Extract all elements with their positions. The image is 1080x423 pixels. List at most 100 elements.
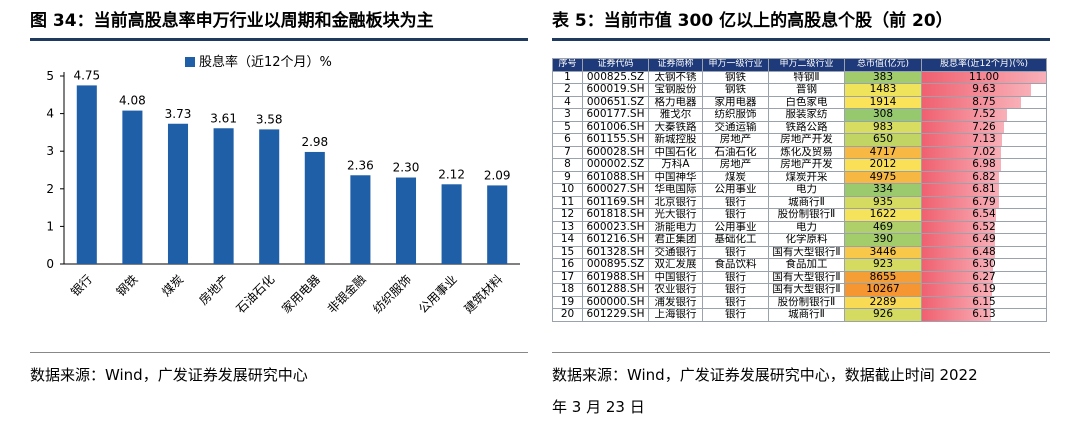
table-row: 19 600000.SH 浦发银行 银行 股份制银行Ⅱ 2289 6.15 — [552, 295, 1047, 309]
left-bottom-rule — [30, 352, 528, 353]
value-label: 2.09 — [484, 168, 511, 182]
yield-value: 6.30 — [972, 258, 996, 271]
market-cap-cell: 390 — [844, 233, 922, 247]
rank-cell: 10 — [552, 183, 583, 197]
yield-value: 6.19 — [972, 283, 996, 296]
industry-l1-cell: 家用电器 — [702, 95, 769, 109]
dividend-yield-bar-chart: 股息率（近12个月）% 0 1 2 3 4 5 4.75 4.08 3.73 3.61 3.58 2… — [46, 54, 520, 316]
market-cap-cell: 650 — [844, 133, 922, 147]
right-table-title: 表 5：当前市值 300 亿以上的高股息个股（前 20） — [552, 11, 953, 31]
rank-cell: 19 — [552, 295, 583, 309]
rank-cell: 17 — [552, 270, 583, 284]
industry-l1-cell: 银行 — [702, 195, 769, 209]
table-header-cell: 证券代码 — [582, 58, 649, 72]
category-label: 银行 — [68, 272, 95, 299]
industry-l1-cell: 公用事业 — [702, 220, 769, 234]
rank-cell: 20 — [552, 308, 583, 322]
industry-l1-cell: 钢铁 — [702, 70, 769, 84]
value-label: 2.98 — [301, 135, 328, 149]
table-header-cell: 股息率(近12个月)(%) — [921, 58, 1047, 72]
table-header-row: 序号 证券代码 证券简称 申万一级行业 申万二级行业 总市值(亿元) 股息率(近12个月)(… — [552, 58, 1047, 72]
industry-l2-cell: 化学原料 — [768, 233, 845, 247]
yield-data-bar — [922, 146, 1002, 158]
industry-l2-cell: 特钢Ⅱ — [768, 70, 845, 84]
dividend-yield-cell: 6.81 — [921, 183, 1047, 197]
industry-l2-cell: 城商行Ⅱ — [768, 195, 845, 209]
rank-cell: 3 — [552, 108, 583, 122]
high-dividend-stocks-table: 序号 证券代码 证券简称 申万一级行业 申万二级行业 总市值(亿元) 股息率(近12个月)(… — [552, 58, 1047, 322]
table-row: 20 601229.SH 上海银行 银行 城商行Ⅱ 926 6.13 — [552, 308, 1047, 322]
category-label: 钢铁 — [114, 272, 141, 299]
yield-data-bar — [922, 221, 996, 233]
bar-建筑材料 — [487, 185, 508, 264]
dividend-yield-cell: 6.48 — [921, 245, 1047, 259]
bar-家用电器 — [304, 151, 325, 264]
dividend-yield-cell: 9.63 — [921, 83, 1047, 97]
table-row: 18 601288.SH 农业银行 银行 国有大型银行Ⅱ 10267 6.19 — [552, 283, 1047, 297]
market-cap-cell: 8655 — [844, 270, 922, 284]
market-cap-cell: 3446 — [844, 245, 922, 259]
industry-l2-cell: 炼化及贸易 — [768, 145, 845, 159]
industry-l2-cell: 普钢 — [768, 83, 845, 97]
dividend-yield-cell: 6.52 — [921, 220, 1047, 234]
bar-公用事业 — [441, 184, 462, 264]
industry-l1-cell: 煤炭 — [702, 170, 769, 184]
yield-data-bar — [922, 296, 992, 308]
bar-煤炭 — [167, 123, 189, 264]
name-cell: 浦发银行 — [648, 295, 703, 309]
market-cap-cell: 4975 — [844, 170, 922, 184]
dividend-yield-cell: 7.13 — [921, 133, 1047, 147]
dividend-yield-cell: 11.00 — [921, 70, 1047, 84]
yield-data-bar — [922, 259, 994, 271]
code-cell: 601216.SH — [582, 233, 649, 247]
market-cap-cell: 923 — [844, 258, 922, 272]
name-cell: 雅戈尔 — [648, 108, 703, 122]
industry-l2-cell: 电力 — [768, 220, 845, 234]
yield-value: 8.75 — [972, 96, 996, 108]
dividend-yield-cell: 6.13 — [921, 308, 1047, 322]
industry-l1-cell: 基础化工 — [702, 233, 769, 247]
yield-data-bar — [922, 196, 999, 208]
rank-cell: 4 — [552, 95, 583, 109]
yield-data-bar — [922, 84, 1031, 96]
category-label: 房地产 — [196, 272, 232, 308]
table-row: 11 601169.SH 北京银行 银行 城商行Ⅱ 935 6.79 — [552, 195, 1047, 209]
code-cell: 600000.SH — [582, 295, 649, 309]
name-cell: 万科A — [648, 158, 703, 172]
yield-data-bar — [922, 246, 996, 258]
y-tick-label: 2 — [46, 182, 54, 196]
name-cell: 交通银行 — [648, 245, 703, 259]
code-cell: 000895.SZ — [582, 258, 649, 272]
industry-l1-cell: 食品饮料 — [702, 258, 769, 272]
rank-cell: 18 — [552, 283, 583, 297]
left-figure-title: 图 34：当前高股息率申万行业以周期和金融板块为主 — [30, 11, 434, 31]
legend-swatch — [185, 57, 195, 67]
name-cell: 君正集团 — [648, 233, 703, 247]
industry-l1-cell: 房地产 — [702, 133, 769, 147]
yield-value: 6.49 — [972, 233, 996, 246]
code-cell: 601006.SH — [582, 120, 649, 134]
name-cell: 大秦铁路 — [648, 120, 703, 134]
market-cap-cell: 1914 — [844, 95, 922, 109]
code-cell: 601818.SH — [582, 208, 649, 222]
yield-value: 6.52 — [972, 221, 996, 233]
name-cell: 太钢不锈 — [648, 70, 703, 84]
table-header-cell: 申万一级行业 — [702, 58, 769, 72]
industry-l1-cell: 银行 — [702, 208, 769, 222]
market-cap-cell: 1622 — [844, 208, 922, 222]
table-row: 12 601818.SH 光大银行 银行 股份制银行Ⅱ 1622 6.54 — [552, 208, 1047, 222]
y-tick-label: 0 — [46, 257, 54, 271]
dividend-yield-cell: 6.15 — [921, 295, 1047, 309]
name-cell: 中国银行 — [648, 270, 703, 284]
chart-bars — [76, 85, 508, 265]
table-row: 8 000002.SZ 万科A 房地产 房地产开发 2012 6.98 — [552, 158, 1047, 172]
yield-value: 6.27 — [972, 271, 996, 283]
table-row: 9 601088.SH 中国神华 煤炭 煤炭开采 4975 6.82 — [552, 170, 1047, 184]
table-row: 3 600177.SH 雅戈尔 纺织服饰 服装家纺 308 7.52 — [552, 108, 1047, 122]
yield-value: 6.15 — [972, 296, 996, 308]
yield-data-bar — [922, 309, 992, 321]
yield-value: 7.52 — [972, 108, 996, 121]
code-cell: 600177.SH — [582, 108, 649, 122]
yield-data-bar — [922, 71, 1046, 83]
name-cell: 中国神华 — [648, 170, 703, 184]
